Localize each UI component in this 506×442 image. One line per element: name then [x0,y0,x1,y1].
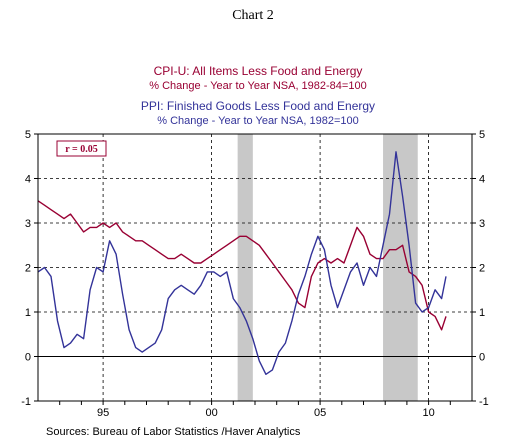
legend-cpi-title: CPI-U: All Items Less Food and Energy [154,64,363,78]
y-tick-label-right: 5 [479,129,485,141]
source-note: Sources: Bureau of Labor Statistics /Hav… [46,426,301,438]
x-tick-label: 05 [314,407,326,419]
y-tick-label-right: 3 [479,218,485,230]
y-tick-label-right: 4 [479,174,485,186]
series-lines [37,151,447,375]
y-tick-label-left: 4 [25,174,31,186]
ppi-series-line [37,151,447,375]
y-tick-label-left: 5 [25,129,31,141]
x-tick-label: 00 [205,407,217,419]
x-tick-label: 10 [422,407,434,419]
legend-cpi-subtitle: % Change - Year to Year NSA, 1982-84=100 [149,80,366,92]
gridlines [38,134,472,401]
y-tick-label-right: 2 [479,263,485,275]
x-tick-label: 95 [97,407,109,419]
legend-ppi-title: PPI: Finished Goods Less Food and Energy [141,99,375,113]
y-tick-label-left: 3 [25,218,31,230]
y-tick-label-right: 1 [479,307,485,319]
axes: -1 -10 01 12 23 34 45 595 00 05 10 [21,129,489,419]
legend-ppi-subtitle: % Change - Year to Year NSA, 1982=100 [157,115,359,127]
chart-title: Chart 2 [232,8,274,23]
y-tick-label-left: 2 [25,263,31,275]
y-tick-label-left: -1 [21,396,31,408]
y-tick-label-left: 1 [25,307,31,319]
y-tick-label-left: 0 [25,352,31,364]
annotation-box [56,140,107,157]
recession-band [237,134,253,401]
annotation-text: r = 0.05 [65,144,97,155]
correlation-annotation: r = 0.05 [56,140,107,157]
y-tick-label-right: -1 [479,396,489,408]
y-tick-label-right: 0 [479,352,485,364]
